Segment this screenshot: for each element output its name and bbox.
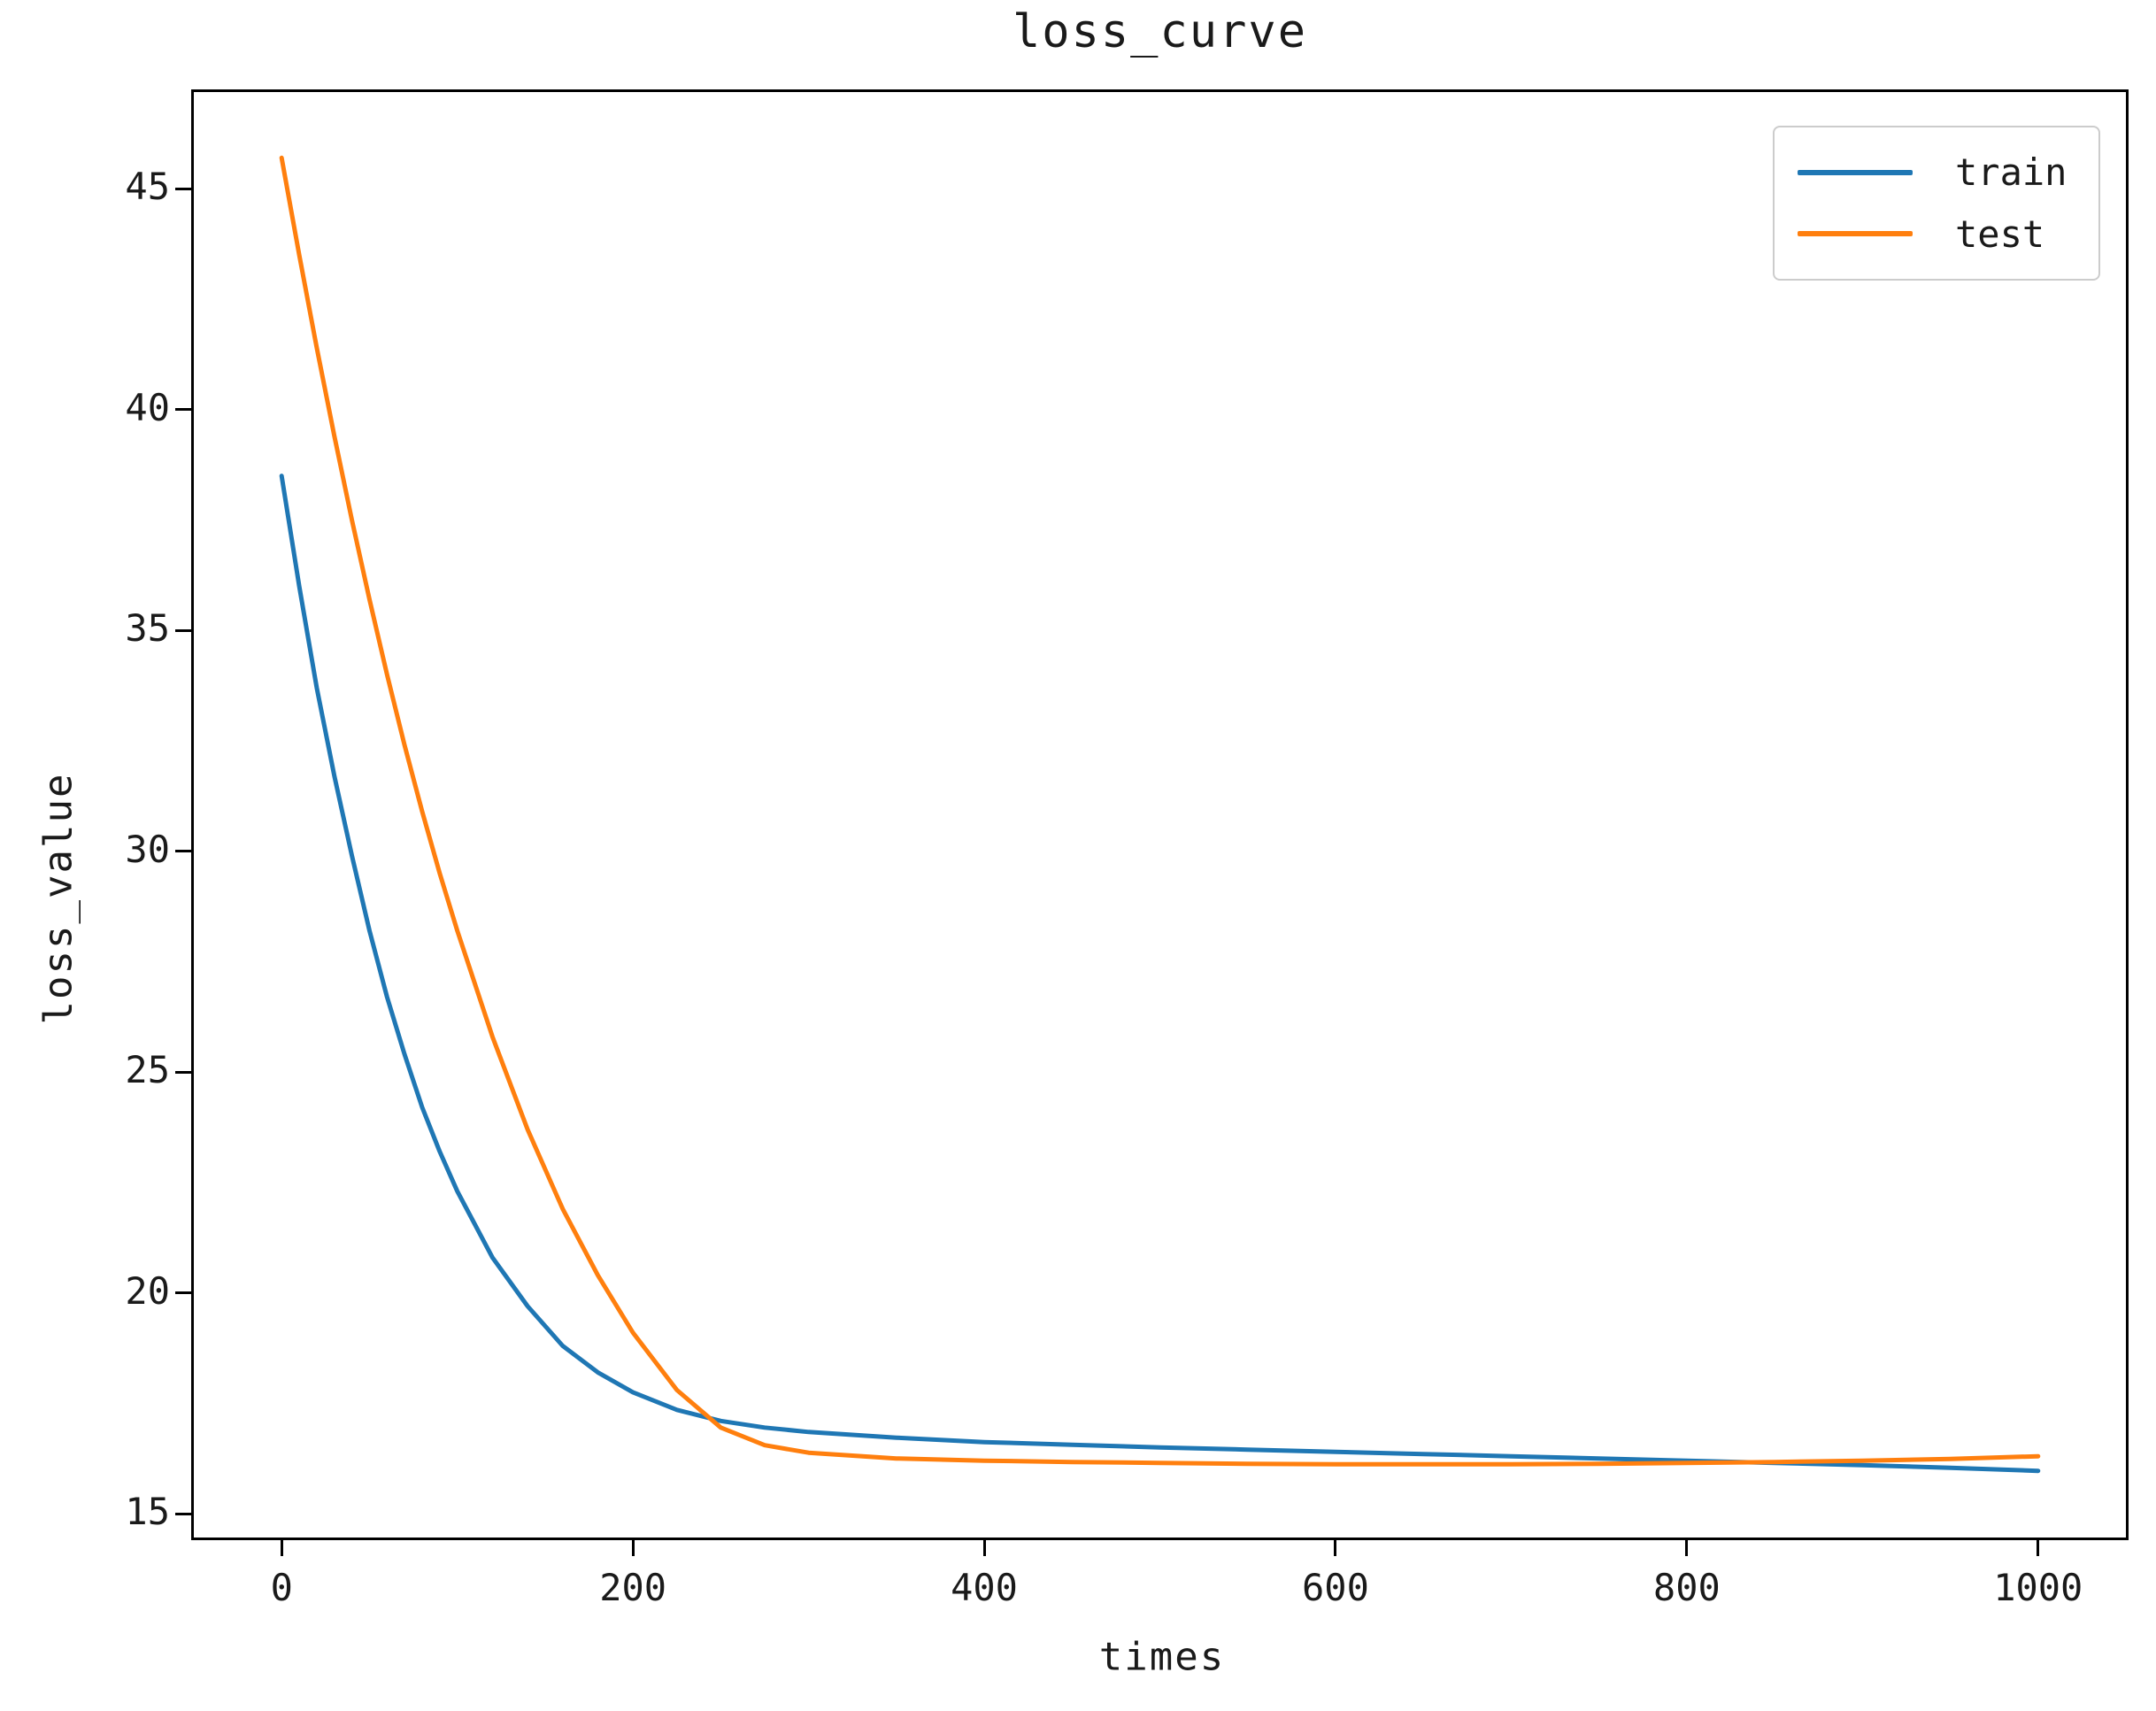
y-tick-mark — [175, 1512, 191, 1515]
y-axis-label: loss_value — [35, 772, 81, 1025]
x-tick-mark — [280, 1540, 283, 1556]
x-axis-label: times — [1098, 1634, 1226, 1680]
x-tick-label: 200 — [599, 1566, 667, 1609]
y-tick-label: 30 — [125, 827, 170, 871]
y-tick-label: 15 — [125, 1490, 170, 1534]
y-tick-label: 45 — [125, 165, 170, 209]
y-tick-mark — [175, 1291, 191, 1295]
y-tick-label: 35 — [125, 606, 170, 651]
x-tick-label: 0 — [270, 1566, 293, 1609]
y-tick-mark — [175, 1070, 191, 1074]
x-tick-mark — [631, 1540, 635, 1556]
legend-item-test: test — [1798, 212, 2098, 256]
y-tick-label: 20 — [125, 1268, 170, 1313]
x-tick-mark — [2037, 1540, 2040, 1556]
legend: train test — [1773, 126, 2100, 281]
y-tick-label: 25 — [125, 1048, 170, 1092]
plot-canvas — [279, 155, 2041, 1474]
test-line-swatch — [1798, 231, 1913, 237]
y-tick-mark — [175, 850, 191, 853]
x-tick-label: 1000 — [1993, 1566, 2083, 1609]
legend-label-train: train — [1955, 150, 2067, 195]
chart-title: loss_curve — [1012, 5, 1308, 58]
train-line-swatch — [1798, 169, 1913, 175]
plot-area: train test — [191, 89, 2129, 1540]
test-curve — [279, 155, 2041, 1467]
y-tick-mark — [175, 408, 191, 412]
y-tick-mark — [175, 187, 191, 190]
x-tick-mark — [1685, 1540, 1689, 1556]
x-tick-mark — [1334, 1540, 1337, 1556]
legend-item-train: train — [1798, 150, 2098, 194]
train-curve — [279, 474, 2041, 1474]
x-tick-mark — [982, 1540, 986, 1556]
y-tick-mark — [175, 628, 191, 632]
y-tick-label: 40 — [125, 385, 170, 429]
legend-label-test: test — [1955, 212, 2045, 256]
x-tick-label: 600 — [1302, 1566, 1369, 1609]
x-tick-label: 800 — [1652, 1566, 1721, 1609]
x-tick-label: 400 — [951, 1566, 1018, 1609]
